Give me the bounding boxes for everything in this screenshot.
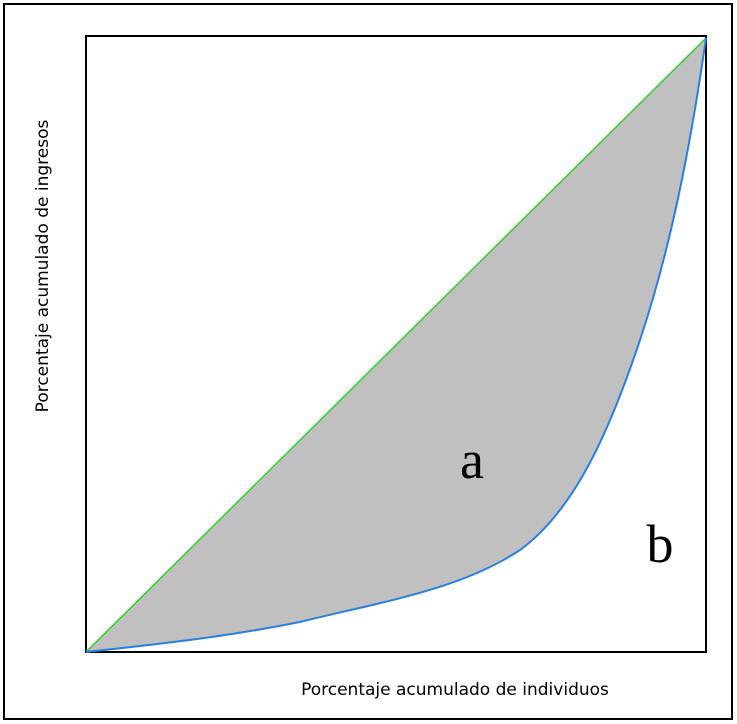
region-a-label: a [460, 430, 484, 490]
region-b-label: b [647, 514, 674, 574]
equality-line [85, 37, 707, 653]
lorenz-curve [85, 37, 707, 653]
x-axis-label: Porcentaje acumulado de individuos [301, 680, 609, 700]
plot-box [85, 35, 707, 653]
y-axis-label: Porcentaje acumulado de ingresos [33, 120, 53, 413]
